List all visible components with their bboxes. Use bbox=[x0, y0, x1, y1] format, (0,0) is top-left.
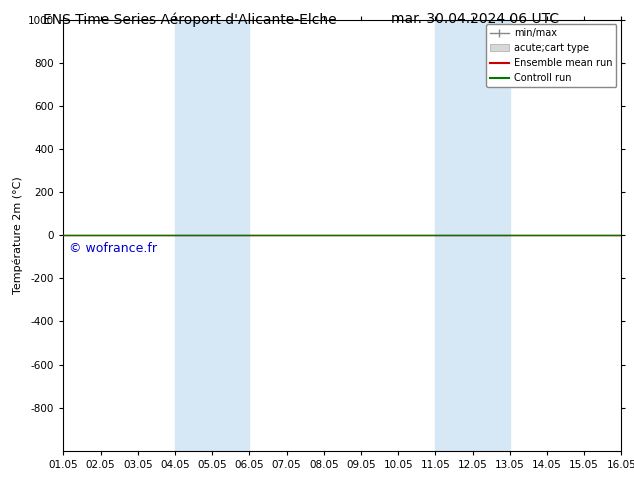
Bar bbox=[175, 20, 249, 451]
Bar bbox=[436, 20, 510, 451]
Text: © wofrance.fr: © wofrance.fr bbox=[69, 242, 157, 255]
Text: mar. 30.04.2024 06 UTC: mar. 30.04.2024 06 UTC bbox=[391, 12, 560, 26]
Text: ENS Time Series Aéroport d'Alicante-Elche: ENS Time Series Aéroport d'Alicante-Elch… bbox=[43, 12, 337, 27]
Y-axis label: Température 2m (°C): Température 2m (°C) bbox=[12, 176, 23, 294]
Legend: min/max, acute;cart type, Ensemble mean run, Controll run: min/max, acute;cart type, Ensemble mean … bbox=[486, 24, 616, 87]
